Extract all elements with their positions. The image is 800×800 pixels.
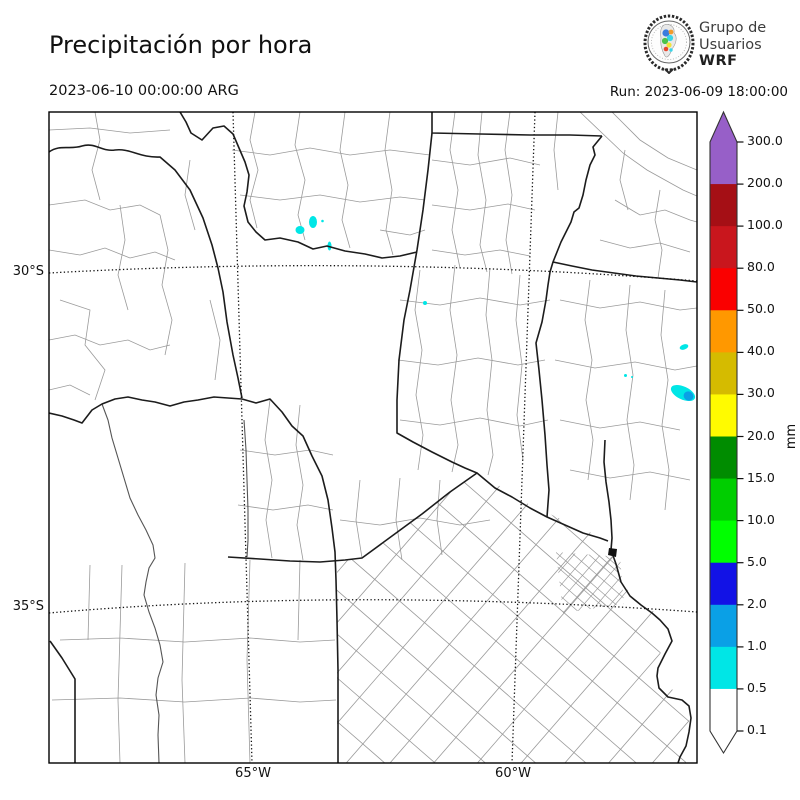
department-borders: [49, 112, 697, 763]
precip-spots: [295, 216, 696, 402]
colorbar-tick-label: 30.0: [747, 385, 775, 400]
colorbar-tick-label: 0.1: [747, 722, 767, 737]
colorbar-tick-label: 1.0: [747, 638, 767, 653]
lon-label-65w: 65°W: [235, 766, 271, 781]
colorbar-tick-label: 200.0: [747, 175, 783, 190]
colorbar-ticks: [737, 141, 744, 732]
colorbar-tick-label: 5.0: [747, 554, 767, 569]
colorbar-cell: [710, 478, 737, 522]
colorbar-tick-label: 100.0: [747, 217, 783, 232]
suburbs-fine-mesh: [556, 552, 624, 613]
colorbar-over-arrow: [710, 112, 737, 143]
valid-time-label: 2023-06-10 00:00:00 ARG: [49, 83, 239, 99]
colorbar-tick-label: 80.0: [747, 259, 775, 274]
logo-line-2: Usuarios: [699, 36, 762, 53]
colorbar: [709, 110, 744, 755]
wrf-group-logo-icon: [643, 14, 695, 74]
colorbar-under-arrow: [710, 730, 737, 753]
colorbar-cell: [710, 394, 737, 438]
colorbar-tick-label: 40.0: [747, 343, 775, 358]
colorbar-tick-label: 15.0: [747, 470, 775, 485]
logo-line-3: WRF: [699, 53, 738, 69]
colorbar-tick-label: 10.0: [747, 512, 775, 527]
precip-core-spot: [683, 391, 694, 401]
colorbar-cell: [710, 184, 737, 227]
map-frame: [48, 111, 698, 764]
lat-label-30s: 30°S: [12, 264, 44, 279]
colorbar-tick-label: 20.0: [747, 428, 775, 443]
lat-label-35s: 35°S: [12, 599, 44, 614]
colorbar-cell: [710, 310, 737, 353]
colorbar-cell: [710, 436, 737, 480]
colorbar-cell: [710, 142, 737, 185]
page-title: Precipitación por hora: [49, 31, 313, 59]
colorbar-cell: [710, 226, 737, 269]
colorbar-cell: [710, 646, 737, 690]
logo-text: Grupo de Usuarios WRF: [699, 21, 766, 71]
colorbar-tick-label: 50.0: [747, 301, 775, 316]
colorbar-cell: [710, 520, 737, 564]
logo-line-1: Grupo de: [699, 20, 767, 36]
colorbar-cell: [710, 688, 737, 732]
lon-label-60w: 60°W: [495, 766, 531, 781]
city-marker: [608, 548, 617, 557]
colorbar-cell: [710, 604, 737, 648]
colorbar-cells: [710, 142, 737, 732]
colorbar-cell: [710, 352, 737, 396]
colorbar-tick-label: 300.0: [747, 133, 783, 148]
colorbar-cell: [710, 268, 737, 311]
buenosaires-mesh: [337, 472, 690, 763]
run-time-label: Run: 2023-06-09 18:00:00: [609, 84, 788, 100]
graticule: [49, 112, 697, 763]
colorbar-cell: [710, 562, 737, 606]
colorbar-tick-label: 0.5: [747, 680, 767, 695]
province-borders: [49, 112, 697, 763]
colorbar-tick-label: 2.0: [747, 596, 767, 611]
river-lines: [101, 403, 249, 763]
